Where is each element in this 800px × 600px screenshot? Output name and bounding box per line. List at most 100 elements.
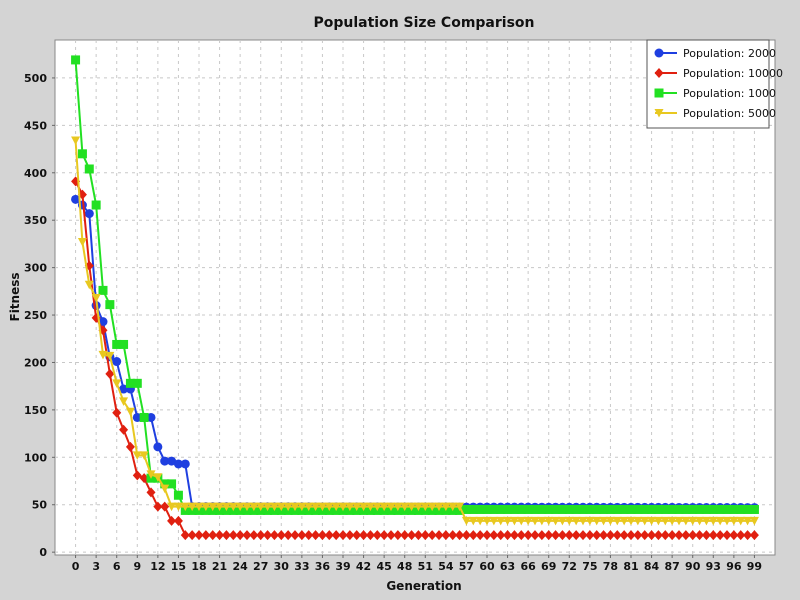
legend-marker <box>654 88 664 98</box>
data-point <box>653 530 663 541</box>
data-point <box>674 516 684 526</box>
data-point <box>578 530 588 541</box>
data-point <box>146 412 156 422</box>
data-point <box>112 407 122 418</box>
x-tick-label: 99 <box>747 560 762 573</box>
data-point <box>708 504 718 514</box>
legend-item: Population: 5000 <box>654 107 776 120</box>
data-point <box>544 530 554 541</box>
data-point <box>530 516 540 526</box>
x-tick-label: 30 <box>274 560 290 573</box>
data-point <box>605 516 615 526</box>
data-point <box>208 530 218 541</box>
data-point <box>461 530 471 541</box>
data-point <box>379 530 389 541</box>
data-point <box>619 530 629 541</box>
data-point <box>317 530 327 541</box>
data-point <box>324 502 334 512</box>
data-point <box>160 501 170 512</box>
data-point <box>530 530 540 541</box>
data-point <box>352 502 362 512</box>
data-point <box>105 368 115 379</box>
data-point <box>626 516 636 526</box>
data-point <box>125 407 135 417</box>
data-point <box>119 424 129 435</box>
data-point <box>708 516 718 526</box>
data-point <box>523 516 533 526</box>
data-point <box>98 317 108 327</box>
data-point <box>119 339 129 349</box>
legend-label: Population: 2000 <box>683 47 776 60</box>
data-point <box>91 200 101 210</box>
data-point <box>105 351 115 361</box>
data-point <box>715 504 725 514</box>
series <box>71 136 759 526</box>
data-point <box>688 516 698 526</box>
data-point <box>647 504 657 514</box>
data-point <box>571 504 581 514</box>
x-tick-label: 12 <box>150 560 165 573</box>
x-tick-label: 51 <box>418 560 433 573</box>
data-point <box>112 357 122 367</box>
data-point <box>331 502 341 512</box>
y-tick-label: 200 <box>24 356 47 369</box>
data-point <box>633 530 643 541</box>
data-point <box>173 502 183 512</box>
data-point <box>71 136 81 146</box>
x-tick-label: 21 <box>212 560 227 573</box>
data-point <box>311 530 321 541</box>
data-point <box>461 516 471 526</box>
data-point <box>475 530 485 541</box>
data-point <box>564 530 574 541</box>
data-point <box>701 516 711 526</box>
data-point <box>736 530 746 541</box>
x-tick-label: 42 <box>356 560 371 573</box>
data-point <box>468 516 478 526</box>
data-point <box>112 339 122 349</box>
data-point <box>688 530 698 541</box>
data-point <box>400 530 410 541</box>
data-point <box>544 516 554 526</box>
data-point <box>393 530 403 541</box>
data-point <box>729 530 739 541</box>
data-point <box>413 530 423 541</box>
data-point <box>71 55 81 65</box>
data-point <box>516 516 526 526</box>
data-point <box>571 516 581 526</box>
data-point <box>125 441 135 452</box>
data-point <box>736 504 746 514</box>
data-point <box>269 502 279 512</box>
x-tick-label: 69 <box>541 560 556 573</box>
data-point <box>331 530 341 541</box>
data-point <box>612 516 622 526</box>
data-point <box>660 504 670 514</box>
data-point <box>647 516 657 526</box>
data-point <box>482 516 492 526</box>
data-point <box>653 516 663 526</box>
data-point <box>729 504 739 514</box>
data-point <box>304 502 314 512</box>
data-point <box>605 530 615 541</box>
data-point <box>317 502 327 512</box>
data-point <box>276 530 286 541</box>
data-point <box>290 530 300 541</box>
data-point <box>139 473 149 484</box>
data-point <box>619 516 629 526</box>
x-tick-label: 48 <box>397 560 412 573</box>
data-point <box>578 504 588 514</box>
x-tick-label: 18 <box>191 560 206 573</box>
x-tick-label: 87 <box>664 560 679 573</box>
data-point <box>585 504 595 514</box>
data-point <box>139 412 149 422</box>
x-tick-label: 90 <box>685 560 701 573</box>
data-point <box>660 530 670 541</box>
data-point <box>468 504 478 514</box>
data-point <box>557 516 567 526</box>
data-point <box>283 502 293 512</box>
data-point <box>324 530 334 541</box>
data-point <box>359 502 369 512</box>
data-point <box>427 502 437 512</box>
data-point <box>256 502 266 512</box>
data-point <box>633 516 643 526</box>
data-point <box>407 530 417 541</box>
